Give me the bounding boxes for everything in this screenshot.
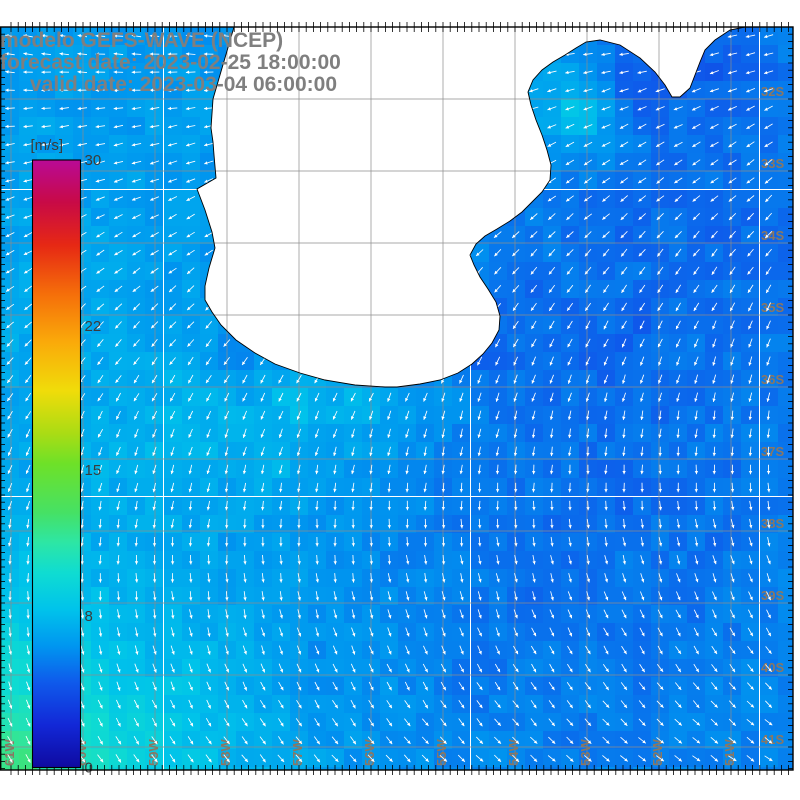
svg-text:37S: 37S bbox=[761, 444, 784, 459]
svg-text:58W: 58W bbox=[218, 739, 233, 766]
svg-text:38S: 38S bbox=[761, 516, 784, 531]
svg-text:34S: 34S bbox=[761, 228, 784, 243]
svg-text:40S: 40S bbox=[761, 660, 784, 675]
svg-text:36S: 36S bbox=[761, 372, 784, 387]
svg-text:33S: 33S bbox=[761, 156, 784, 171]
svg-text:39S: 39S bbox=[761, 588, 784, 603]
svg-text:41S: 41S bbox=[761, 732, 784, 747]
svg-text:57W: 57W bbox=[290, 739, 305, 766]
svg-text:59W: 59W bbox=[146, 739, 161, 766]
svg-text:35S: 35S bbox=[761, 300, 784, 315]
svg-text:56W: 56W bbox=[362, 739, 377, 766]
